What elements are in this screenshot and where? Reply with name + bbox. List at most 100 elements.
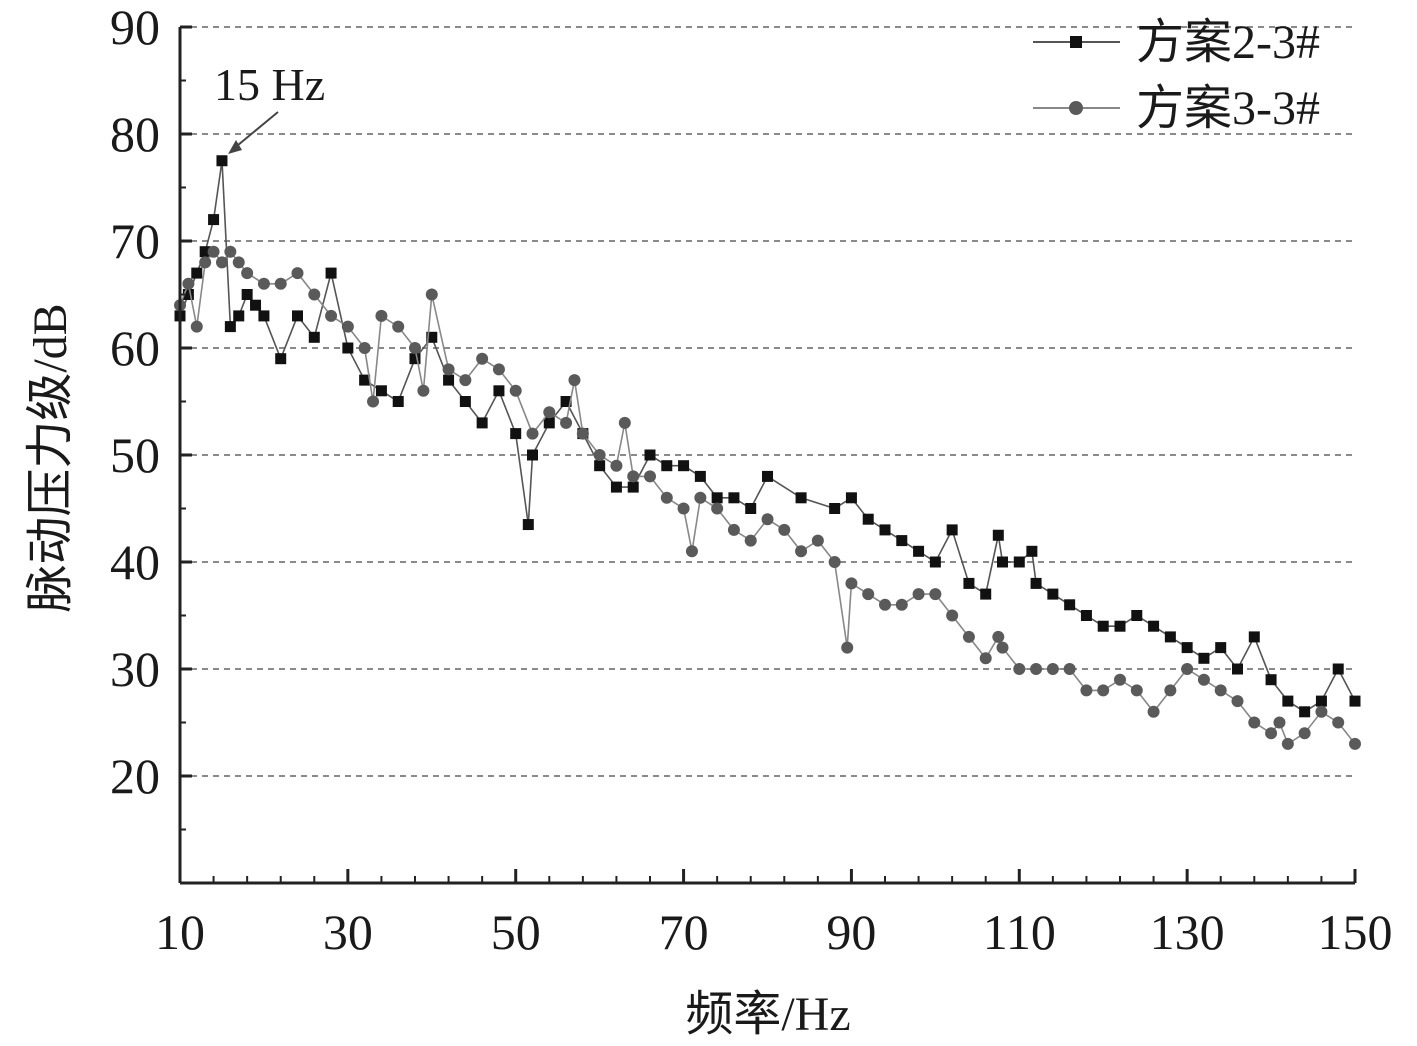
data-point <box>409 353 421 365</box>
data-point <box>829 503 841 514</box>
data-point <box>896 535 908 547</box>
data-point <box>1013 663 1026 675</box>
peak-annotation-arrowhead <box>228 140 242 154</box>
y-tick-label: 70 <box>110 213 160 269</box>
data-point <box>1265 727 1278 740</box>
data-point <box>224 245 237 258</box>
data-point <box>745 503 757 514</box>
data-point <box>1114 620 1126 632</box>
data-point <box>576 427 589 440</box>
data-point <box>257 277 270 290</box>
data-point <box>308 288 321 301</box>
data-point <box>1064 599 1076 611</box>
data-point <box>997 556 1008 568</box>
data-point <box>1349 695 1361 707</box>
data-point <box>992 630 1005 643</box>
x-tick-label: 130 <box>1150 904 1225 960</box>
data-point <box>325 267 337 279</box>
data-point <box>711 492 723 504</box>
data-point <box>728 492 740 504</box>
data-point <box>493 385 505 397</box>
y-axis-title: 脉动压力级/dB <box>24 303 77 612</box>
data-point <box>207 245 220 258</box>
peak-annotation-arrow <box>231 111 279 151</box>
data-point <box>560 396 572 407</box>
data-point <box>1026 545 1038 557</box>
data-point <box>1315 695 1327 707</box>
data-point <box>1164 631 1176 643</box>
data-point <box>190 320 203 333</box>
data-point <box>1298 727 1311 740</box>
data-point <box>946 524 958 536</box>
data-point <box>962 630 975 643</box>
grid-lines <box>180 26 1355 777</box>
data-point <box>1080 684 1093 697</box>
data-point <box>341 320 354 333</box>
data-point <box>811 534 824 547</box>
data-point <box>644 470 656 483</box>
data-point <box>593 449 606 461</box>
y-tick-label: 90 <box>110 0 160 55</box>
data-point <box>191 267 203 279</box>
data-point <box>678 460 690 472</box>
data-point <box>1063 663 1076 675</box>
data-point <box>375 309 388 322</box>
data-point <box>543 417 555 429</box>
series-line <box>179 250 1356 746</box>
data-point <box>1047 588 1059 600</box>
data-point <box>1198 652 1210 664</box>
data-point <box>979 652 992 665</box>
data-point <box>274 277 287 290</box>
data-point <box>1097 684 1110 697</box>
x-tick-label: 110 <box>983 904 1056 960</box>
data-point <box>258 310 270 322</box>
data-point <box>199 256 212 269</box>
data-point <box>1232 663 1243 675</box>
series-line <box>179 160 1356 713</box>
data-point <box>862 588 875 601</box>
data-point <box>1248 631 1260 643</box>
y-tick-label: 30 <box>110 641 160 697</box>
y-tick-label: 50 <box>110 427 160 483</box>
data-point <box>778 523 791 536</box>
data-point <box>568 374 581 387</box>
data-point <box>594 460 606 472</box>
y-tick-label: 60 <box>110 320 160 376</box>
data-point <box>1349 737 1361 750</box>
data-point <box>215 256 228 269</box>
data-point <box>694 491 707 504</box>
data-point <box>610 459 623 472</box>
data-point <box>1130 684 1143 697</box>
data-point <box>426 331 438 343</box>
data-point <box>929 588 942 601</box>
x-tick-label: 90 <box>826 904 876 960</box>
data-point <box>761 513 774 526</box>
series-1 <box>174 155 1361 718</box>
data-point <box>795 545 808 558</box>
peak-annotation-label: 15 Hz <box>214 59 325 110</box>
data-point <box>744 534 757 547</box>
data-point <box>459 374 472 387</box>
x-tick-label: 30 <box>323 904 373 960</box>
data-point <box>1248 716 1261 729</box>
data-point <box>828 556 841 568</box>
data-point <box>1181 642 1193 654</box>
data-point <box>1281 737 1294 750</box>
data-point <box>476 417 488 429</box>
data-point <box>367 395 380 408</box>
data-point <box>879 598 891 611</box>
data-point <box>476 352 489 365</box>
data-point <box>241 289 253 300</box>
legend: 方案2-3# 方案3-3# <box>1033 16 1320 135</box>
data-point <box>1030 577 1042 589</box>
data-point <box>1046 663 1059 675</box>
data-point <box>963 577 975 589</box>
data-point <box>618 416 631 429</box>
data-point <box>1332 716 1345 729</box>
data-point <box>199 246 211 258</box>
data-point <box>375 385 387 397</box>
legend-marker <box>1070 36 1082 48</box>
data-point <box>685 545 698 558</box>
data-point <box>841 641 854 654</box>
